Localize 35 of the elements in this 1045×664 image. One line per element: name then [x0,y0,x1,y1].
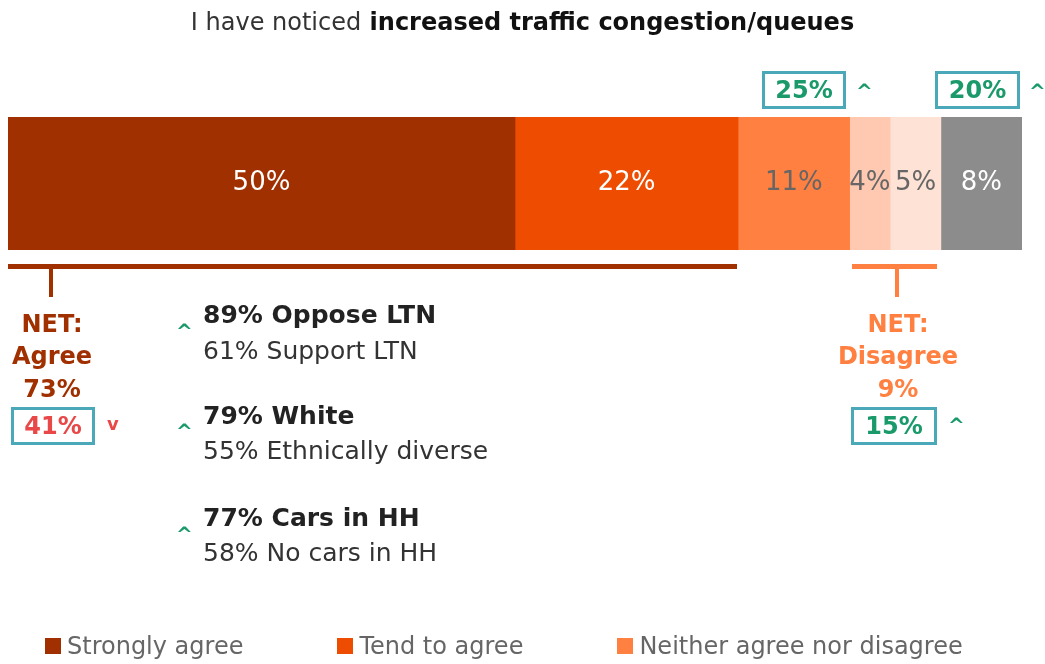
text: ^ [176,521,193,548]
text: 58% No cars in HH [203,537,438,569]
text: 20% [935,71,1020,110]
text: v [107,412,119,436]
legend-label: Tend to agree [359,632,524,660]
legend-label: Neither agree nor disagree [639,632,963,660]
bar [940,117,1022,250]
text: 61% Support LTN [203,335,418,367]
legend-label: Strongly agree [67,632,244,660]
text: 55% Ethnically diverse [203,435,489,467]
bar [514,117,739,250]
text: ^ [176,318,193,345]
data-label: 11% [764,166,823,197]
chart-title: I have noticed increased traffic congestion/queues [190,8,855,36]
text: ^ [1029,78,1045,105]
bar [889,117,942,250]
text: 15% [851,407,937,446]
text: 89% Oppose LTN [203,299,437,331]
bar [8,117,516,250]
text: NET: Agree 73% [10,309,94,405]
data-label: 4% [849,166,891,197]
text: 41% [11,407,95,446]
text: 25% [762,71,846,110]
data-label: 5% [894,166,937,197]
text: NET: Disagree 9% [836,309,960,405]
text: ^ [176,418,193,445]
text: ^ [948,412,965,439]
data-label: 50% [232,166,291,197]
data-label: 22% [597,166,656,197]
data-label: 8% [960,166,1003,197]
text: ^ [856,78,873,105]
bar [737,117,850,250]
text: 77% Cars in HH [203,502,420,534]
text: 79% White [203,400,355,432]
bar [849,117,891,250]
